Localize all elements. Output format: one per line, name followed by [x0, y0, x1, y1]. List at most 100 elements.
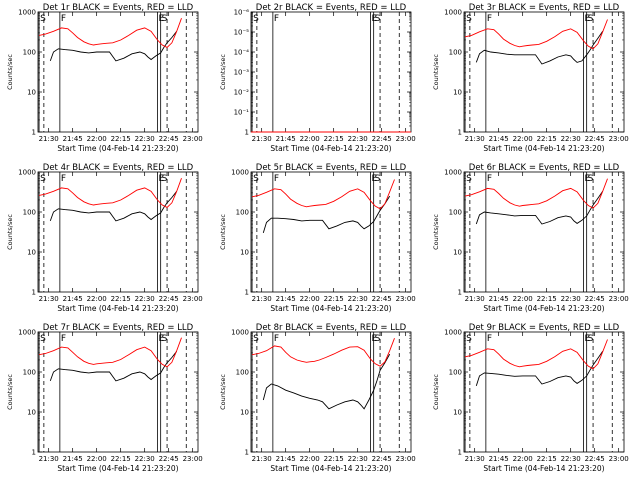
y-tick-label: 100	[449, 369, 462, 377]
plot-frame	[250, 11, 412, 133]
x-tick-label: 21:30	[465, 135, 485, 143]
x-tick-label: 22:00	[300, 455, 320, 463]
event-marker-label: S	[162, 174, 168, 184]
x-tick-label: 22:30	[348, 455, 368, 463]
x-tick-label: 21:45	[489, 455, 509, 463]
x-tick-label: 23:00	[396, 455, 416, 463]
y-tick-label: 100	[23, 49, 36, 57]
event-marker-label: E	[158, 334, 164, 344]
event-marker-label: S	[588, 14, 594, 24]
event-marker-label: S	[375, 14, 381, 24]
panel-title: Det 3r BLACK = Events, RED = LLD	[469, 3, 620, 13]
y-tick-label: 1	[32, 129, 36, 137]
x-axis-label: Start Time (04-Feb-14 21:23:20)	[270, 464, 391, 473]
x-tick-label: 22:45	[159, 135, 179, 143]
series-events-black	[475, 31, 604, 65]
event-marker-label: F	[274, 334, 279, 344]
panel-det-6: Det 6r BLACK = Events, RED = LLD Counts/s…	[432, 163, 629, 313]
x-tick-label: 22:00	[513, 135, 533, 143]
event-marker-label: F	[487, 334, 492, 344]
series-events-black	[475, 191, 604, 225]
event-marker-label: S	[466, 334, 472, 344]
x-tick-label: 21:30	[252, 455, 272, 463]
x-axis-label: Start Time (04-Feb-14 21:23:20)	[57, 464, 178, 473]
x-tick-label: 22:45	[372, 135, 392, 143]
y-tick-label: 10	[27, 89, 36, 97]
event-marker-label: S	[253, 334, 259, 344]
x-tick-label: 21:45	[63, 135, 83, 143]
x-tick-label: 22:45	[585, 295, 605, 303]
y-tick-label: 1000	[231, 329, 249, 337]
event-marker-label: F	[61, 334, 66, 344]
x-axis-label: Start Time (04-Feb-14 21:23:20)	[270, 144, 391, 153]
x-tick-label: 22:30	[348, 135, 368, 143]
y-tick-label: 1	[245, 129, 249, 137]
y-tick-label: 1	[245, 289, 249, 297]
series-lld-red	[252, 179, 395, 210]
event-marker-label: E	[584, 174, 590, 184]
event-marker-label: S	[588, 174, 594, 184]
panel-title: Det 9r BLACK = Events, RED = LLD	[469, 323, 620, 333]
x-tick-label: 22:45	[159, 295, 179, 303]
x-tick-label: 22:15	[537, 135, 557, 143]
x-tick-label: 23:00	[183, 455, 203, 463]
x-tick-label: 22:45	[372, 295, 392, 303]
series-events-black	[262, 353, 391, 410]
y-tick-label: 1000	[231, 169, 249, 177]
event-marker-label: S	[466, 14, 472, 24]
series-events-black	[49, 191, 178, 222]
panel-det-3: Det 3r BLACK = Events, RED = LLD Counts/s…	[432, 3, 629, 153]
panel-det-9: Det 9r BLACK = Events, RED = LLD Counts/s…	[432, 323, 629, 473]
x-tick-label: 21:45	[63, 455, 83, 463]
x-tick-label: 22:30	[561, 295, 581, 303]
x-tick-label: 22:00	[300, 295, 320, 303]
y-tick-label: 1000	[18, 329, 36, 337]
x-tick-label: 21:45	[489, 135, 509, 143]
event-marker-label: F	[61, 174, 66, 184]
y-tick-label: 10	[27, 409, 36, 417]
x-tick-label: 22:15	[324, 135, 344, 143]
y-tick-label: 100	[236, 369, 249, 377]
y-tick-label: 1000	[444, 329, 462, 337]
x-tick-label: 21:45	[63, 295, 83, 303]
x-tick-label: 23:00	[183, 295, 203, 303]
y-tick-label: 10⁻¹	[234, 109, 250, 117]
y-tick-label: 10	[240, 249, 249, 257]
x-tick-label: 21:30	[39, 135, 59, 143]
series-lld-red	[465, 178, 608, 209]
x-tick-label: 22:15	[537, 295, 557, 303]
plot-frame	[250, 171, 412, 293]
x-tick-label: 23:00	[609, 135, 629, 143]
y-tick-label: 1	[32, 449, 36, 457]
event-marker-label: F	[274, 174, 279, 184]
y-axis-label: Counts/sec	[219, 214, 227, 250]
event-marker-label: F	[61, 14, 66, 24]
panel-det-5: Det 5r BLACK = Events, RED = LLD Counts/s…	[219, 163, 416, 313]
x-tick-label: 22:30	[135, 135, 155, 143]
event-marker-label: S	[375, 334, 381, 344]
panel-title: Det 6r BLACK = Events, RED = LLD	[469, 163, 620, 173]
y-tick-label: 1	[245, 449, 249, 457]
x-tick-label: 23:00	[609, 295, 629, 303]
x-tick-label: 22:45	[585, 455, 605, 463]
event-marker-label: E	[371, 14, 377, 24]
y-axis-label: Counts/sec	[219, 54, 227, 90]
event-marker-label: F	[274, 14, 279, 24]
x-tick-label: 21:45	[489, 295, 509, 303]
event-marker-label: E	[371, 174, 377, 184]
event-marker-label: E	[584, 14, 590, 24]
x-tick-label: 21:45	[276, 295, 296, 303]
x-tick-label: 22:15	[537, 455, 557, 463]
plot-frame	[463, 331, 625, 453]
panel-title: Det 7r BLACK = Events, RED = LLD	[43, 323, 194, 333]
y-tick-label: 1000	[18, 169, 36, 177]
y-axis-label: Counts/sec	[219, 374, 227, 410]
y-tick-label: 10⁻⁵	[234, 29, 250, 37]
plot-frame	[37, 171, 199, 293]
event-marker-label: S	[40, 14, 46, 24]
event-marker-label: E	[158, 174, 164, 184]
x-tick-label: 22:00	[300, 135, 320, 143]
x-tick-label: 21:30	[252, 135, 272, 143]
x-tick-label: 22:45	[585, 135, 605, 143]
event-marker-label: F	[487, 14, 492, 24]
